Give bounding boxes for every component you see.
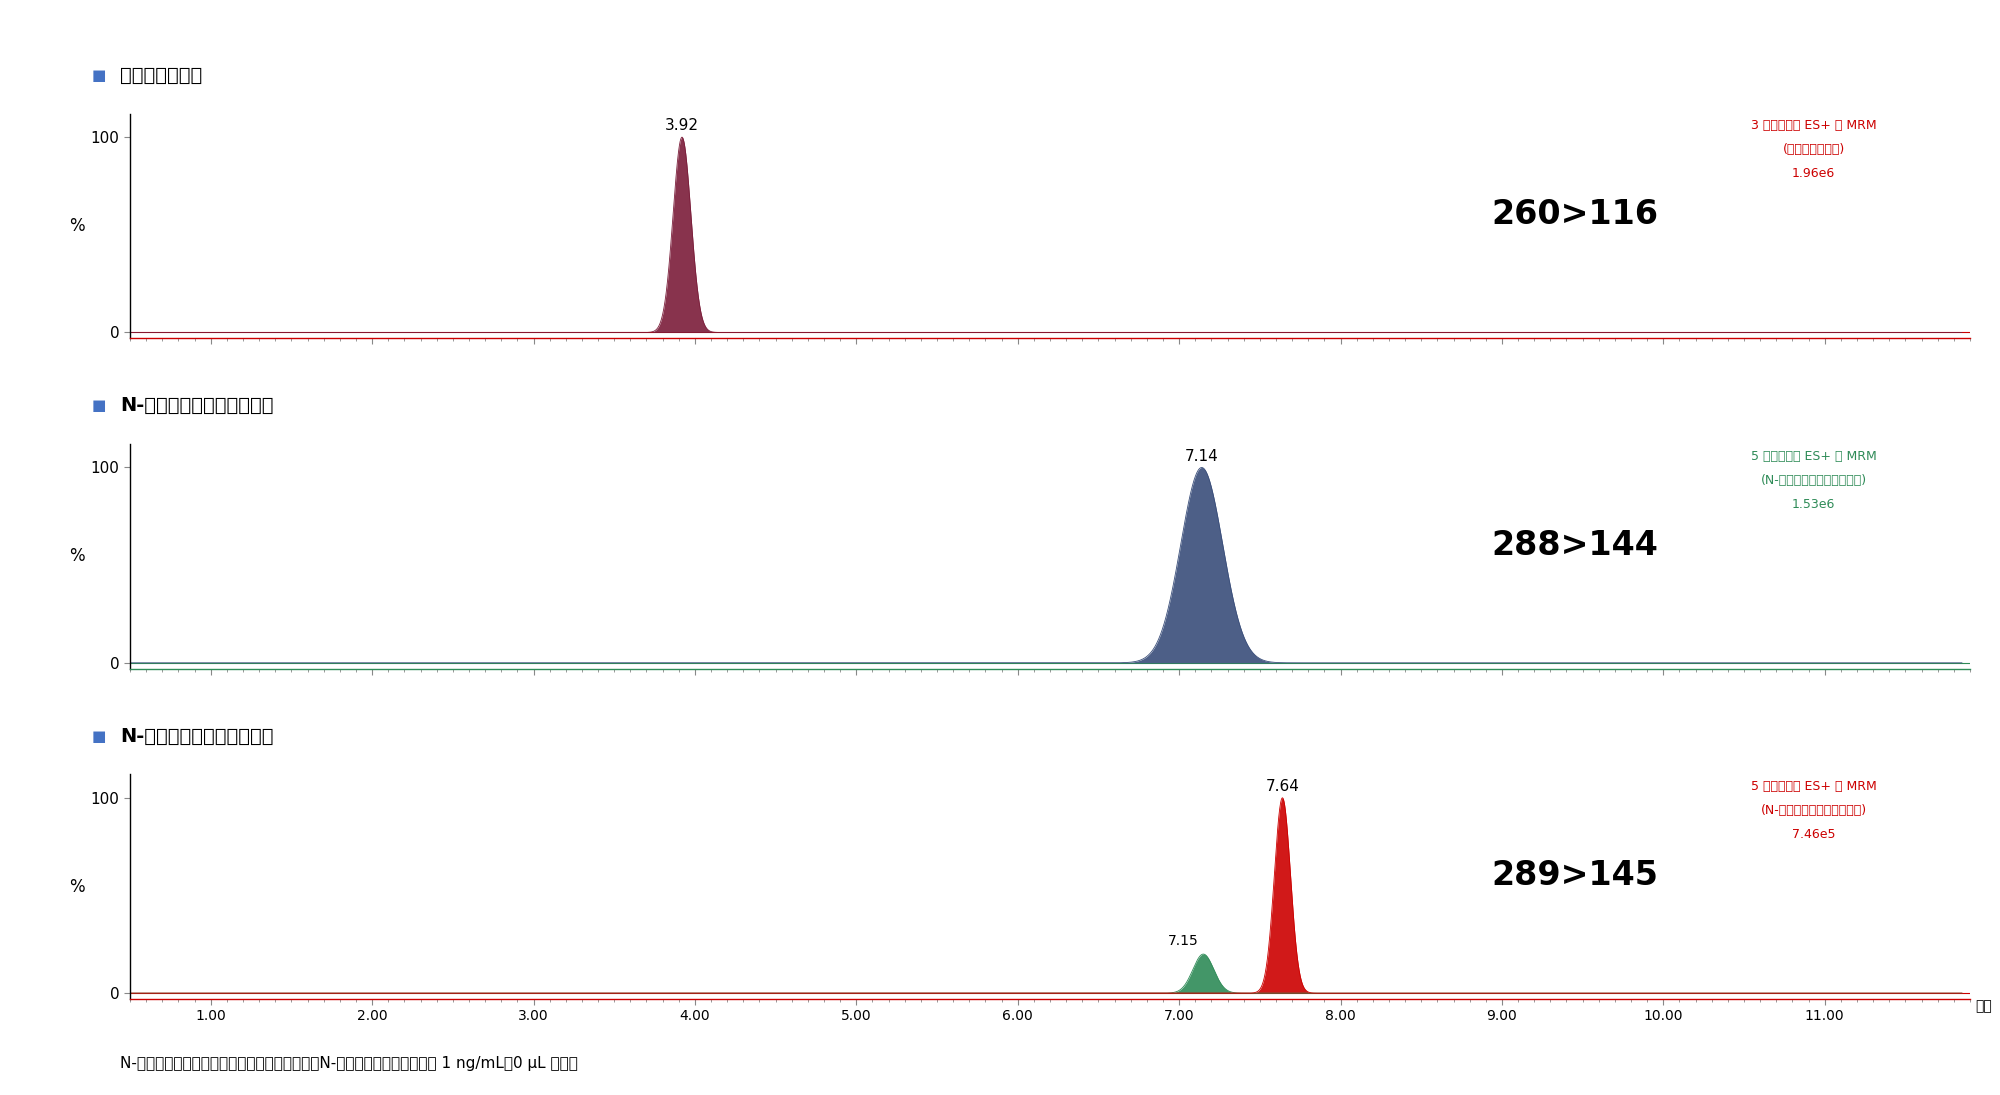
Text: N-ホルミルプロプラノール: N-ホルミルプロプラノール [120, 396, 274, 415]
Y-axis label: %: % [70, 878, 84, 896]
Text: 3.92: 3.92 [666, 118, 700, 134]
Text: (N-ニトロソプロプラノール): (N-ニトロソプロプラノール) [1760, 804, 1866, 817]
Text: 7.64: 7.64 [1266, 779, 1300, 794]
Text: 1.53e6: 1.53e6 [1792, 498, 1836, 510]
Text: 1.96e6: 1.96e6 [1792, 168, 1836, 181]
Text: 289>145: 289>145 [1492, 858, 1658, 892]
Text: 7.15: 7.15 [1168, 934, 1198, 948]
Text: 5 チャンネル ES+ の MRM: 5 チャンネル ES+ の MRM [1750, 450, 1876, 462]
Y-axis label: %: % [70, 217, 84, 235]
Text: N-ニトロソプロプラノール: N-ニトロソプロプラノール [120, 727, 274, 746]
Text: (N-ホルミルプロプラノール): (N-ホルミルプロプラノール) [1760, 474, 1866, 486]
Text: N-ニトロソプロプラノール、プロプラノール、N-ホルミルプロプラノール 1 ng/mL、0 μL 注入。: N-ニトロソプロプラノール、プロプラノール、N-ホルミルプロプラノール 1 ng… [120, 1056, 578, 1071]
Text: 5 チャンネル ES+ の MRM: 5 チャンネル ES+ の MRM [1750, 780, 1876, 793]
Text: 7.46e5: 7.46e5 [1792, 828, 1836, 841]
Text: 260>116: 260>116 [1492, 198, 1658, 231]
Text: 時間: 時間 [1974, 999, 1992, 1013]
Text: 3 チャンネル ES+ の MRM: 3 チャンネル ES+ の MRM [1750, 119, 1876, 132]
Text: (プロプラノール): (プロプラノール) [1782, 143, 1844, 157]
Text: 288>144: 288>144 [1492, 529, 1658, 562]
Text: 7.14: 7.14 [1184, 449, 1218, 463]
Y-axis label: %: % [70, 548, 84, 565]
Text: プロプラノール: プロプラノール [120, 66, 202, 85]
Text: ■: ■ [92, 728, 106, 744]
Text: ■: ■ [92, 68, 106, 83]
Text: ■: ■ [92, 399, 106, 413]
